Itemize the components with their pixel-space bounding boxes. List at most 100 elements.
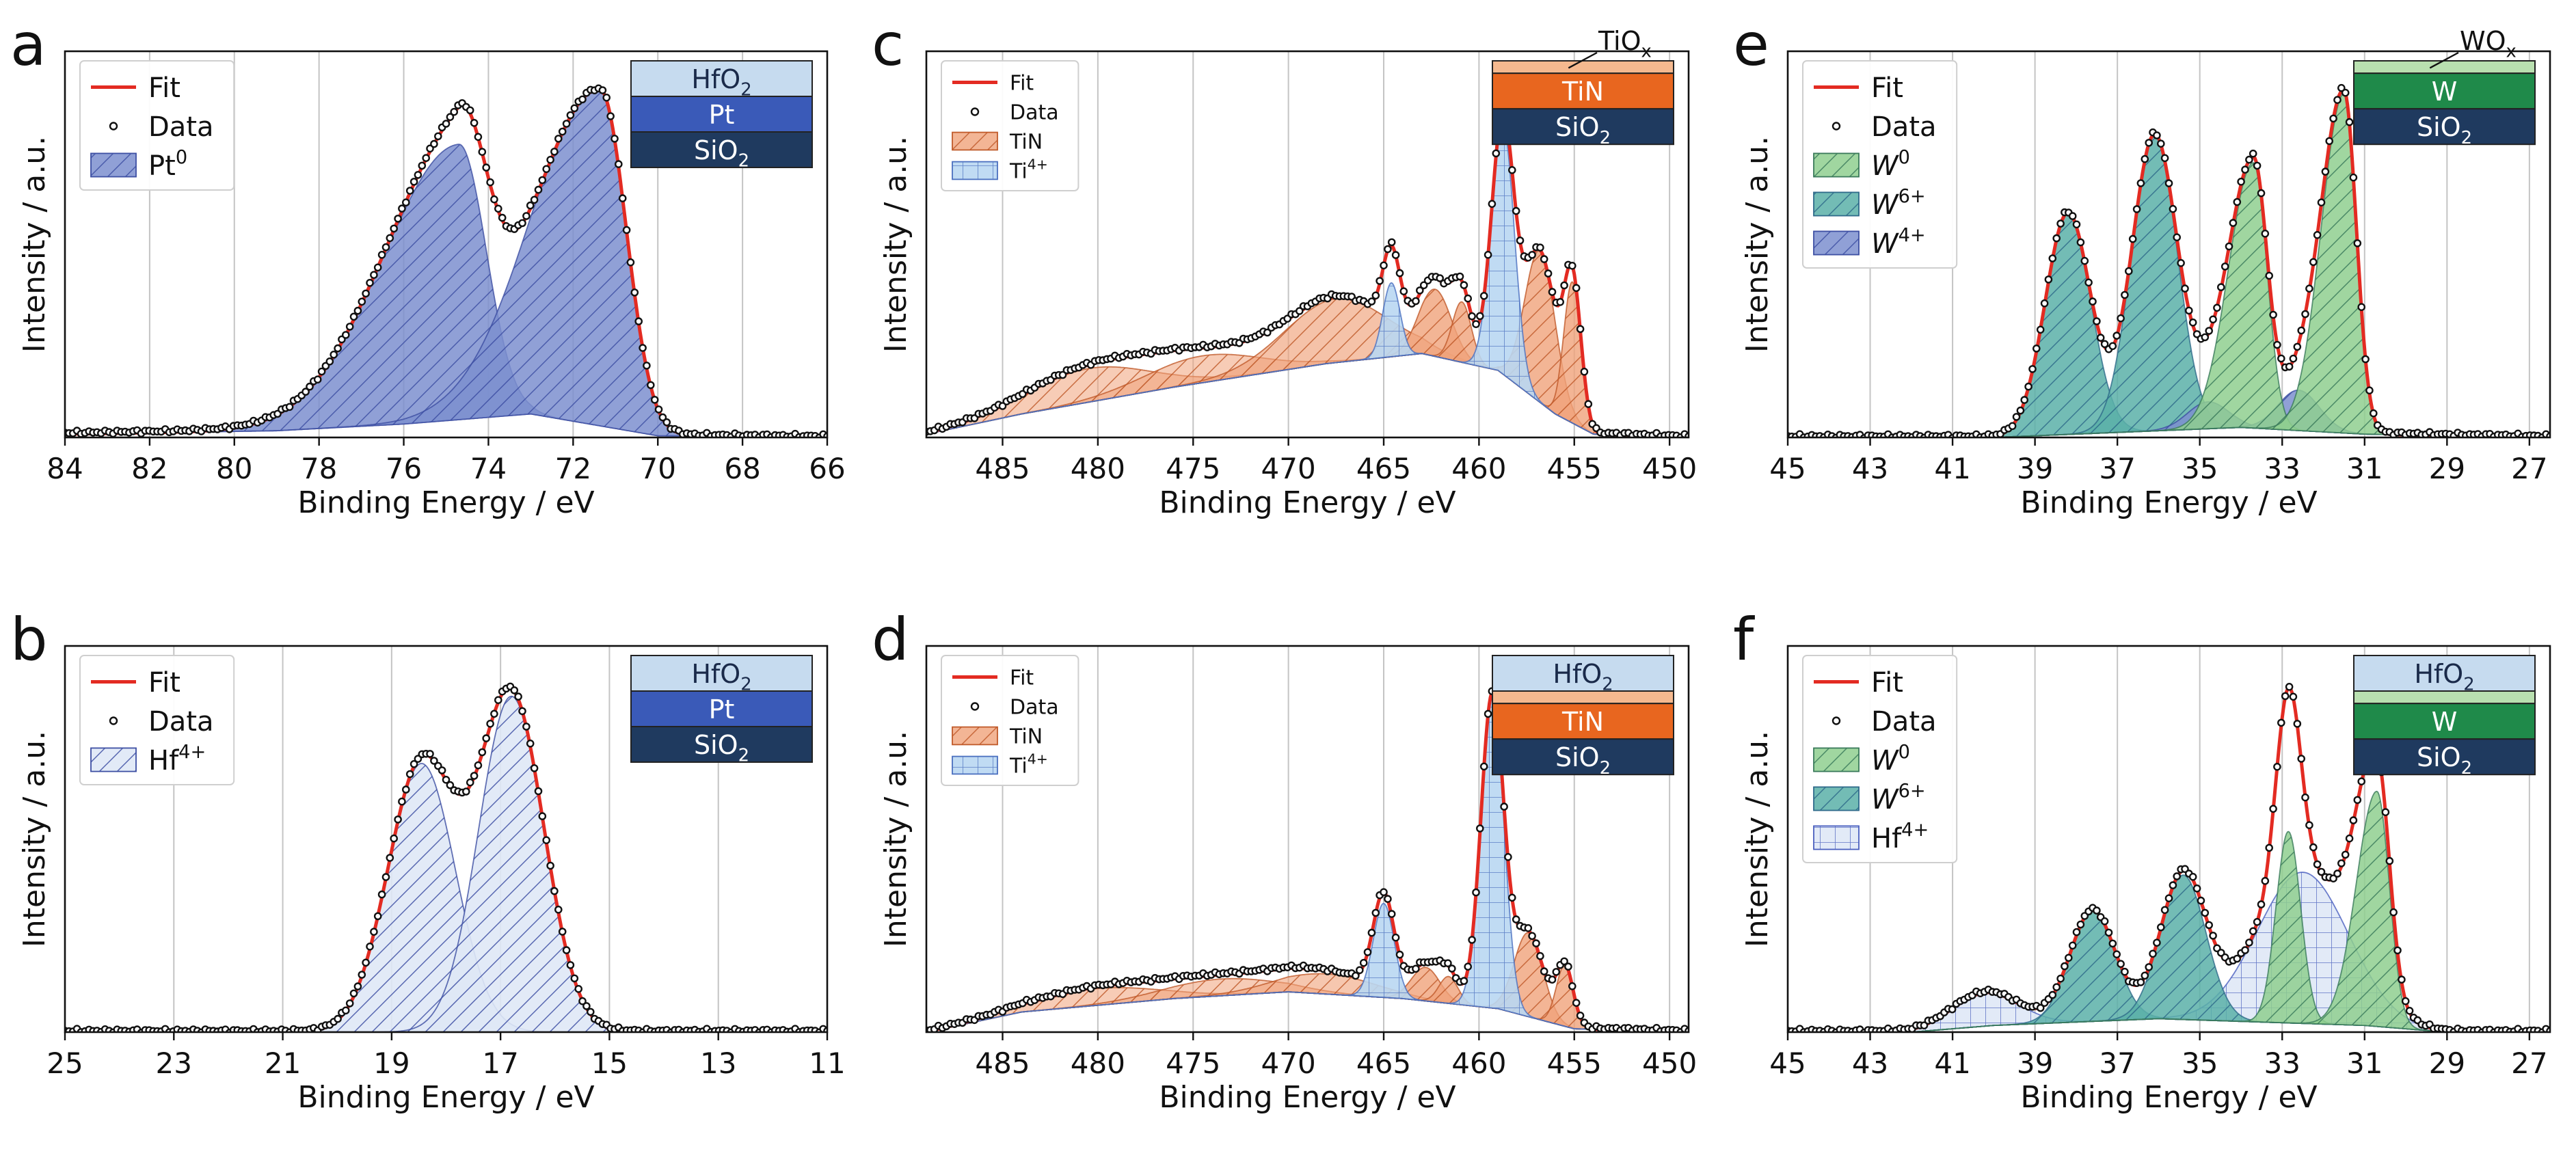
axes-frame [1786,50,2551,439]
subscript: 2 [740,675,751,695]
y-axis-label: Intensity / a.u. [17,731,52,947]
x-ticks: 45 43 41 39 37 35 33 31 29 27 [1769,1032,2548,1080]
data-point [2249,927,2257,936]
stack-layer-label: HfO2 [691,659,751,695]
x-tick-label: 35 [2182,1046,2218,1080]
data-point [2365,386,2374,395]
data-point [2160,906,2169,915]
legend-label-text: Hf [148,745,179,776]
data-point [349,989,358,998]
data-point [1352,971,1360,980]
legend-label: Fit [148,667,180,699]
stack-layer-text: Pt [709,100,735,130]
data-point [654,405,663,414]
panel-label: f [1733,606,1755,674]
legend: Fit Data TiN Ti4+ [941,655,1079,786]
x-axis-label: Binding Energy / eV [2020,1080,2317,1115]
x-tick-label: 475 [1166,1046,1220,1080]
data-point [1472,888,1480,897]
data-point [370,271,378,280]
data-point [522,722,531,731]
x-tick-label: 37 [2099,1046,2135,1080]
layer-stack: W SiO2 WOx [2353,26,2536,148]
legend-item: Data [109,111,214,143]
data-point [2385,856,2394,865]
data-point [494,696,502,704]
data-point [558,928,567,936]
x-tick-label: 480 [1071,1046,1125,1080]
data-point [2084,278,2093,287]
data-point [345,323,354,331]
legend-item: Fit [952,666,1034,690]
components [926,121,1689,437]
data-point [1472,320,1480,329]
legend-data-marker [1832,716,1841,725]
subscript: 2 [2461,758,2472,779]
legend-swatch [1813,747,1860,772]
data-point [1504,853,1512,861]
stack-layer-label: HfO2 [691,64,751,100]
x-tick-label: 27 [2511,1046,2547,1080]
data-point [566,961,575,969]
data-point [2036,325,2045,334]
legend-item: Data [1832,111,1937,143]
data-point [1447,964,1456,973]
legend-label: Fit [1871,667,1903,699]
data-point [486,720,494,728]
data-point [2197,896,2205,905]
x-tick-label: 465 [1356,1046,1411,1080]
legend-swatch [90,747,137,772]
data-point [562,120,571,128]
data-point [514,692,522,701]
data-point [2281,692,2290,701]
legend-label-text: W [1871,150,1899,182]
y-axis-label: Intensity / a.u. [878,136,913,353]
stack-layer-label: SiO2 [694,730,749,766]
data-point [1479,762,1488,771]
stack-layer [2353,690,2536,705]
x-tick-label: 31 [2346,452,2383,485]
data-point [2253,161,2262,170]
data-point [306,382,314,391]
data-point [562,946,571,954]
data-point [2169,204,2177,213]
legend-label: TiN [1009,130,1043,154]
data-point [1576,1012,1585,1020]
data-point [1948,1005,1957,1014]
x-tick-label: 19 [373,1046,410,1080]
stack-layer [1492,738,1674,776]
data-point [2337,859,2346,867]
x-ticks: 485 480 475 470 465 460 455 450 [975,1032,1697,1080]
data-point [434,132,442,141]
stack-layer-text: SiO [2417,742,2461,772]
data-point [2080,256,2089,265]
annotation-line [1568,51,1598,69]
data-point [2072,220,2081,229]
legend-swatch [1813,825,1860,850]
data-point [2389,908,2398,917]
legend-label-text: Fit [148,72,180,104]
data-point [2213,303,2221,312]
data-point [2141,971,2149,980]
data-point [390,224,399,233]
data-point [490,710,498,718]
data-point [566,111,575,120]
data-point [410,760,418,768]
data-point [386,854,394,862]
data-point [2093,317,2101,325]
data-point [2068,941,2077,950]
stack-layer-label: Pt [709,694,735,725]
x-axis-label: Binding Energy / eV [297,485,594,520]
data-point [1484,250,1492,259]
data-point [546,861,554,870]
data-point [2201,333,2210,342]
data-point [470,772,479,780]
legend-label-text: W [1871,745,1899,776]
x-tick-label: 37 [2099,452,2135,485]
data-point [554,906,563,914]
stack-layer [630,726,813,763]
data-point [2309,843,2318,852]
data-point [394,815,402,824]
